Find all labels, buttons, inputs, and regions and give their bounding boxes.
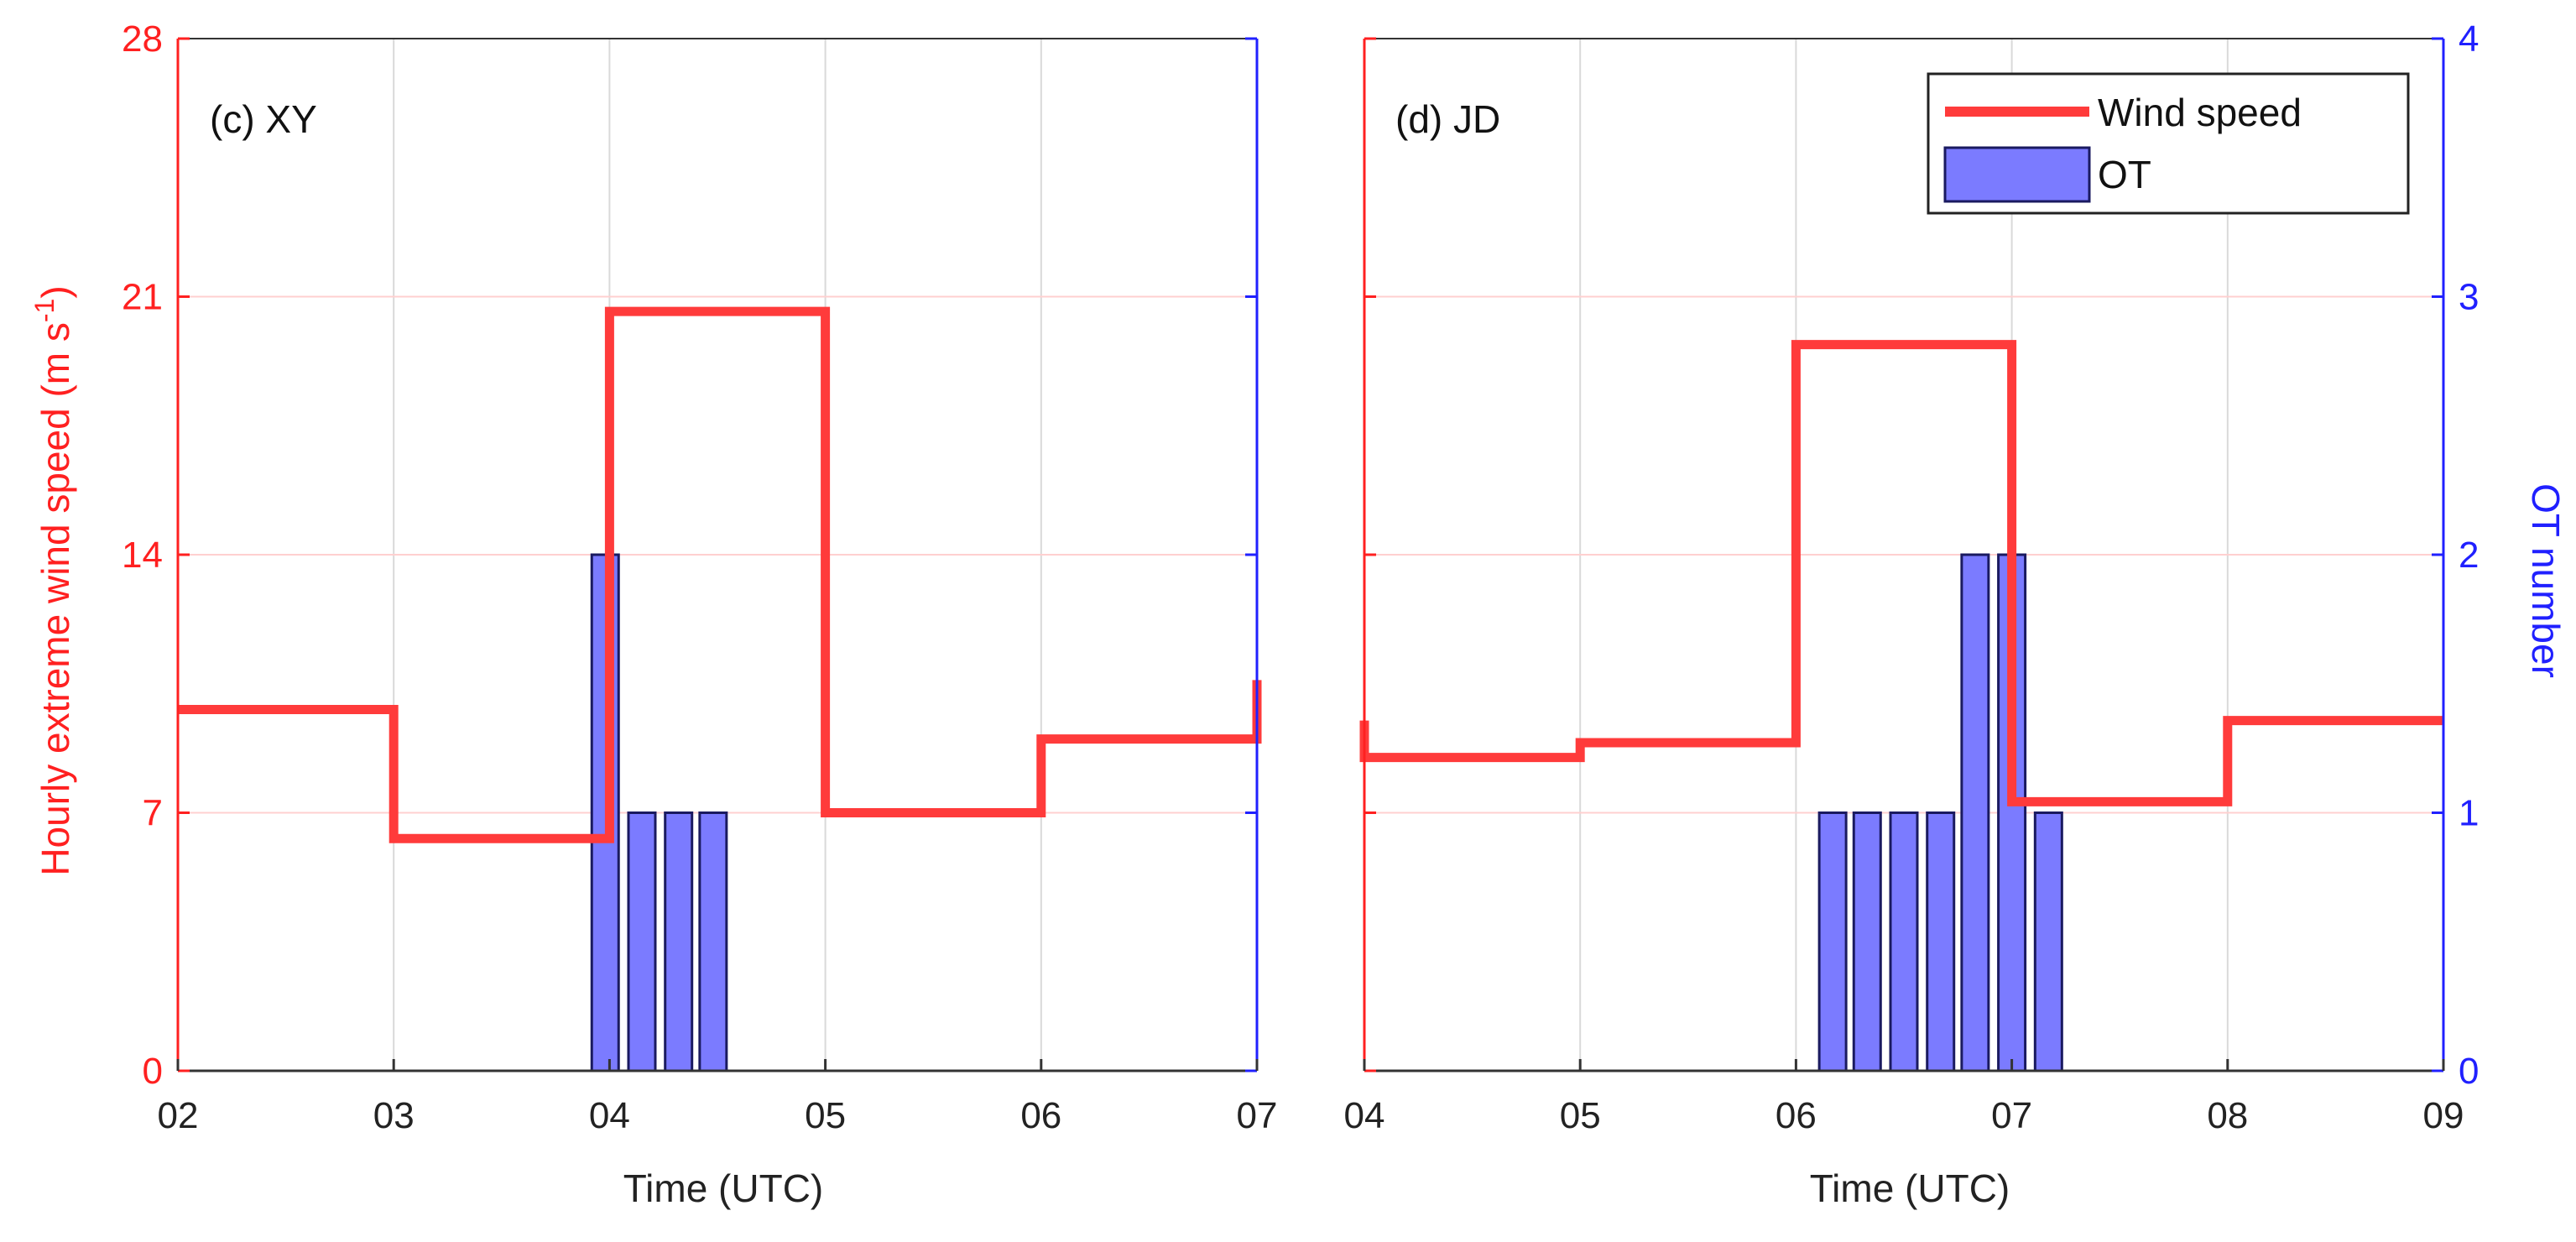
x-tick-label: 06 <box>1776 1095 1817 1136</box>
ot-bar <box>1960 553 1990 1072</box>
panel-c-x-tick-labels: 02 03 04 05 06 07 <box>158 1095 1278 1136</box>
y-tick-label: 14 <box>122 535 163 576</box>
y-tick-label: 7 <box>143 793 163 834</box>
y2-tick-label: 4 <box>2459 18 2479 60</box>
panel-d-y2-tick-labels: 0 1 2 3 4 <box>2459 18 2479 1092</box>
x-tick-label: 04 <box>1344 1095 1385 1136</box>
panel-d-x-tick-labels: 04 05 06 07 08 09 <box>1344 1095 2464 1136</box>
y-label-sup: -1 <box>29 299 60 322</box>
ot-bar <box>698 811 728 1072</box>
x-tick-label: 07 <box>1991 1095 2032 1136</box>
y-tick-label: 28 <box>122 18 163 60</box>
panel-d-frame <box>1363 37 2445 1072</box>
ot-bar <box>2033 811 2063 1072</box>
ot-bar <box>627 811 657 1072</box>
x-tick-label: 06 <box>1020 1095 1061 1136</box>
y2-tick-label: 3 <box>2459 277 2479 318</box>
panel-d-jd: 04 05 06 07 08 09 0 1 2 3 4 (d) JD Time (UTC) OT … <box>1344 18 2568 1210</box>
wind-speed-series <box>178 306 1262 843</box>
panel-c-y-tick-labels: 0 7 14 21 28 <box>122 18 163 1092</box>
x-tick-label: 03 <box>373 1095 415 1136</box>
x-tick-label: 05 <box>805 1095 846 1136</box>
x-tick-label: 08 <box>2207 1095 2248 1136</box>
wind-speed-series <box>1359 340 2443 806</box>
panel-d-x-axis-label: Time (UTC) <box>1810 1166 2010 1210</box>
panel-c-y-axis-label: Hourly extreme wind speed (m s-1) <box>29 285 77 875</box>
ot-bar <box>664 811 694 1072</box>
panel-d-y2-axis-label: OT number <box>2524 483 2568 678</box>
x-tick-label: 04 <box>589 1095 630 1136</box>
panel-c-frame <box>176 37 1259 1072</box>
panel-d-title: (d) JD <box>1395 97 1500 141</box>
y-tick-label: 21 <box>122 277 163 318</box>
x-tick-label: 02 <box>158 1095 199 1136</box>
y2-tick-label: 1 <box>2459 793 2479 834</box>
ot-bar <box>1852 811 1882 1072</box>
legend: Wind speed OT <box>1927 72 2410 215</box>
panel-c-wind-line <box>178 306 1262 843</box>
panel-c-x-axis-label: Time (UTC) <box>623 1166 823 1210</box>
ot-bar <box>1926 811 1956 1072</box>
legend-ot-swatch <box>1943 146 2091 203</box>
panel-d-ot-bars <box>1817 553 2063 1072</box>
legend-ot-label: OT <box>2098 153 2151 196</box>
ot-bar <box>1817 811 1848 1072</box>
x-tick-label: 09 <box>2423 1095 2464 1136</box>
ot-bar <box>1889 811 1919 1072</box>
panel-c-title: (c) XY <box>210 97 317 141</box>
panel-d-wind-line <box>1359 340 2443 806</box>
x-tick-label: 07 <box>1237 1095 1278 1136</box>
y2-tick-label: 0 <box>2459 1051 2479 1092</box>
legend-wind-label: Wind speed <box>2098 91 2302 134</box>
y-label-tail: ) <box>34 285 77 298</box>
y2-tick-label: 2 <box>2459 535 2479 576</box>
y-label-main: Hourly extreme wind speed (m s <box>34 322 77 876</box>
y-tick-label: 0 <box>143 1051 163 1092</box>
x-tick-label: 05 <box>1560 1095 1601 1136</box>
